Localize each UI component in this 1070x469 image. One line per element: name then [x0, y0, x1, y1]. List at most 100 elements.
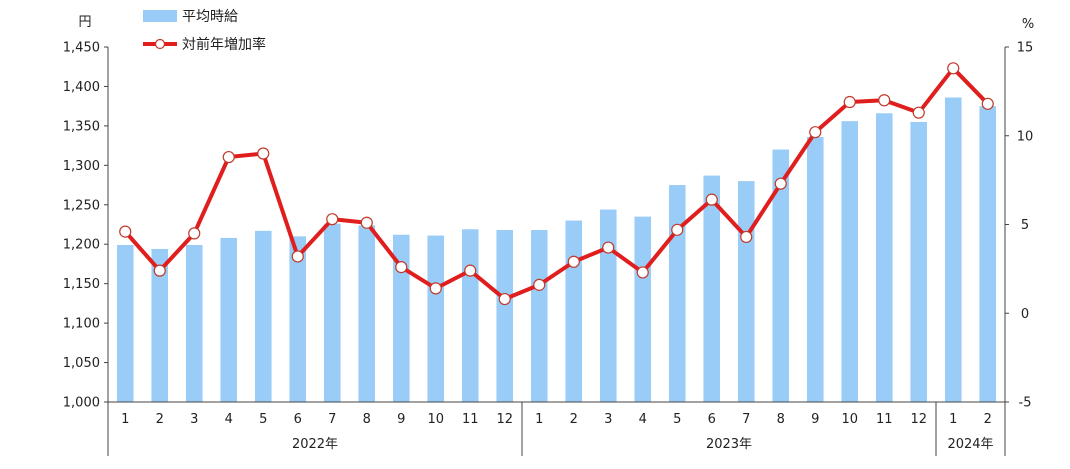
- bar-3: [185, 245, 203, 402]
- bar-25: [944, 97, 962, 402]
- growth-rate-point-5: [257, 147, 270, 160]
- growth-rate-point-14: [567, 255, 580, 268]
- x-tick-label: 10: [841, 412, 858, 427]
- left-tick-label: 1,450: [63, 41, 100, 56]
- bar-18: [703, 175, 721, 402]
- x-tick-label: 2: [984, 412, 992, 427]
- x-tick-label: 6: [294, 412, 302, 427]
- x-tick-label: 11: [462, 412, 479, 427]
- bar-9: [392, 234, 410, 402]
- bar-26: [979, 106, 997, 403]
- left-tick-label: 1,000: [63, 396, 100, 411]
- x-tick-label: 5: [673, 412, 681, 427]
- legend-bar-label: 平均時給: [182, 9, 238, 25]
- growth-rate-point-7: [326, 213, 339, 226]
- growth-rate-point-23: [878, 94, 891, 107]
- left-axis-unit: 円: [78, 15, 91, 30]
- bar-10: [427, 235, 445, 402]
- growth-rate-point-13: [533, 278, 546, 291]
- left-tick-label: 1,150: [63, 277, 100, 292]
- right-tick-label: 10: [1017, 129, 1034, 144]
- legend-line-label: 対前年増加率: [182, 36, 266, 53]
- bar-4: [220, 237, 238, 402]
- growth-rate-point-4: [222, 150, 235, 164]
- bar-12: [496, 230, 514, 402]
- left-tick-label: 1,300: [63, 159, 100, 174]
- bar-20: [772, 149, 790, 402]
- bar-23: [875, 113, 893, 403]
- tick-labels: 1,000 1,050 1,100 1,150 1,200 1,250 1,300 1,350…: [63, 41, 1033, 453]
- left-tick-label: 1,350: [63, 119, 100, 134]
- growth-rate-point-8: [360, 216, 373, 229]
- x-tick-label: 7: [742, 412, 750, 427]
- x-tick-label: 1: [949, 412, 957, 427]
- bar-21: [806, 136, 824, 402]
- growth-rate-point-16: [636, 266, 649, 279]
- year-label: 2022年: [292, 437, 338, 452]
- x-tick-label: 2: [156, 412, 164, 427]
- bar-11: [461, 229, 479, 402]
- x-tick-label: 6: [708, 412, 716, 427]
- bar-series: [116, 97, 997, 403]
- bar-1: [116, 245, 134, 402]
- right-tick-label: 5: [1021, 218, 1029, 233]
- growth-rate-point-22: [843, 95, 856, 109]
- x-tick-label: 1: [535, 412, 543, 427]
- bar-5: [254, 230, 272, 402]
- right-axis-unit: %: [1022, 17, 1034, 32]
- x-tick-label: 9: [397, 412, 405, 427]
- bar-24: [910, 121, 928, 402]
- x-tick-label: 3: [604, 412, 612, 427]
- bar-19: [737, 181, 755, 402]
- left-tick-label: 1,400: [63, 80, 100, 95]
- growth-rate-point-20: [774, 177, 787, 190]
- x-tick-label: 10: [427, 412, 444, 427]
- growth-rate-point-26: [981, 97, 994, 110]
- x-tick-label: 1: [121, 412, 129, 427]
- bar-17: [668, 185, 686, 402]
- bar-2: [151, 248, 169, 402]
- legend: 平均時給 対前年増加率: [143, 9, 266, 53]
- growth-rate-point-25: [947, 62, 960, 75]
- bar-15: [599, 209, 617, 402]
- bar-7: [323, 223, 341, 402]
- x-tick-label: 12: [496, 412, 513, 427]
- growth-rate-point-17: [671, 223, 684, 236]
- growth-rate-line: [123, 66, 990, 302]
- x-tick-label: 7: [328, 412, 336, 427]
- growth-rate-point-11: [464, 264, 477, 277]
- line-series: [119, 62, 994, 306]
- legend-bar-swatch: [143, 10, 177, 22]
- growth-rate-point-1: [119, 225, 132, 238]
- x-tick-label: 12: [910, 412, 927, 427]
- left-tick-label: 1,100: [63, 317, 100, 332]
- x-tick-label: 8: [363, 412, 371, 427]
- growth-rate-point-6: [291, 250, 304, 263]
- left-tick-label: 1,200: [63, 238, 100, 253]
- growth-rate-point-3: [188, 227, 201, 240]
- growth-rate-point-24: [912, 106, 925, 119]
- growth-rate-point-9: [395, 261, 408, 274]
- x-tick-label: 2: [570, 412, 578, 427]
- bar-16: [634, 216, 652, 402]
- bar-22: [841, 121, 859, 403]
- right-tick-label: 0: [1021, 307, 1029, 322]
- right-tick-label: -5: [1019, 396, 1032, 411]
- growth-rate-point-21: [809, 126, 822, 139]
- growth-rate-point-15: [602, 241, 615, 254]
- x-tick-label: 5: [259, 412, 267, 427]
- x-tick-label: 11: [876, 412, 893, 427]
- year-label: 2024年: [947, 437, 993, 452]
- bar-8: [358, 225, 376, 402]
- growth-rate-point-12: [498, 292, 511, 306]
- growth-rate-point-19: [740, 230, 753, 244]
- x-tick-label: 3: [190, 412, 198, 427]
- year-label: 2023年: [706, 437, 752, 452]
- growth-rate-point-18: [705, 193, 718, 206]
- bar-13: [530, 230, 548, 402]
- axes: [104, 46, 1009, 456]
- bar-6: [289, 236, 307, 402]
- left-tick-label: 1,250: [63, 198, 100, 213]
- x-tick-label: 4: [639, 412, 647, 427]
